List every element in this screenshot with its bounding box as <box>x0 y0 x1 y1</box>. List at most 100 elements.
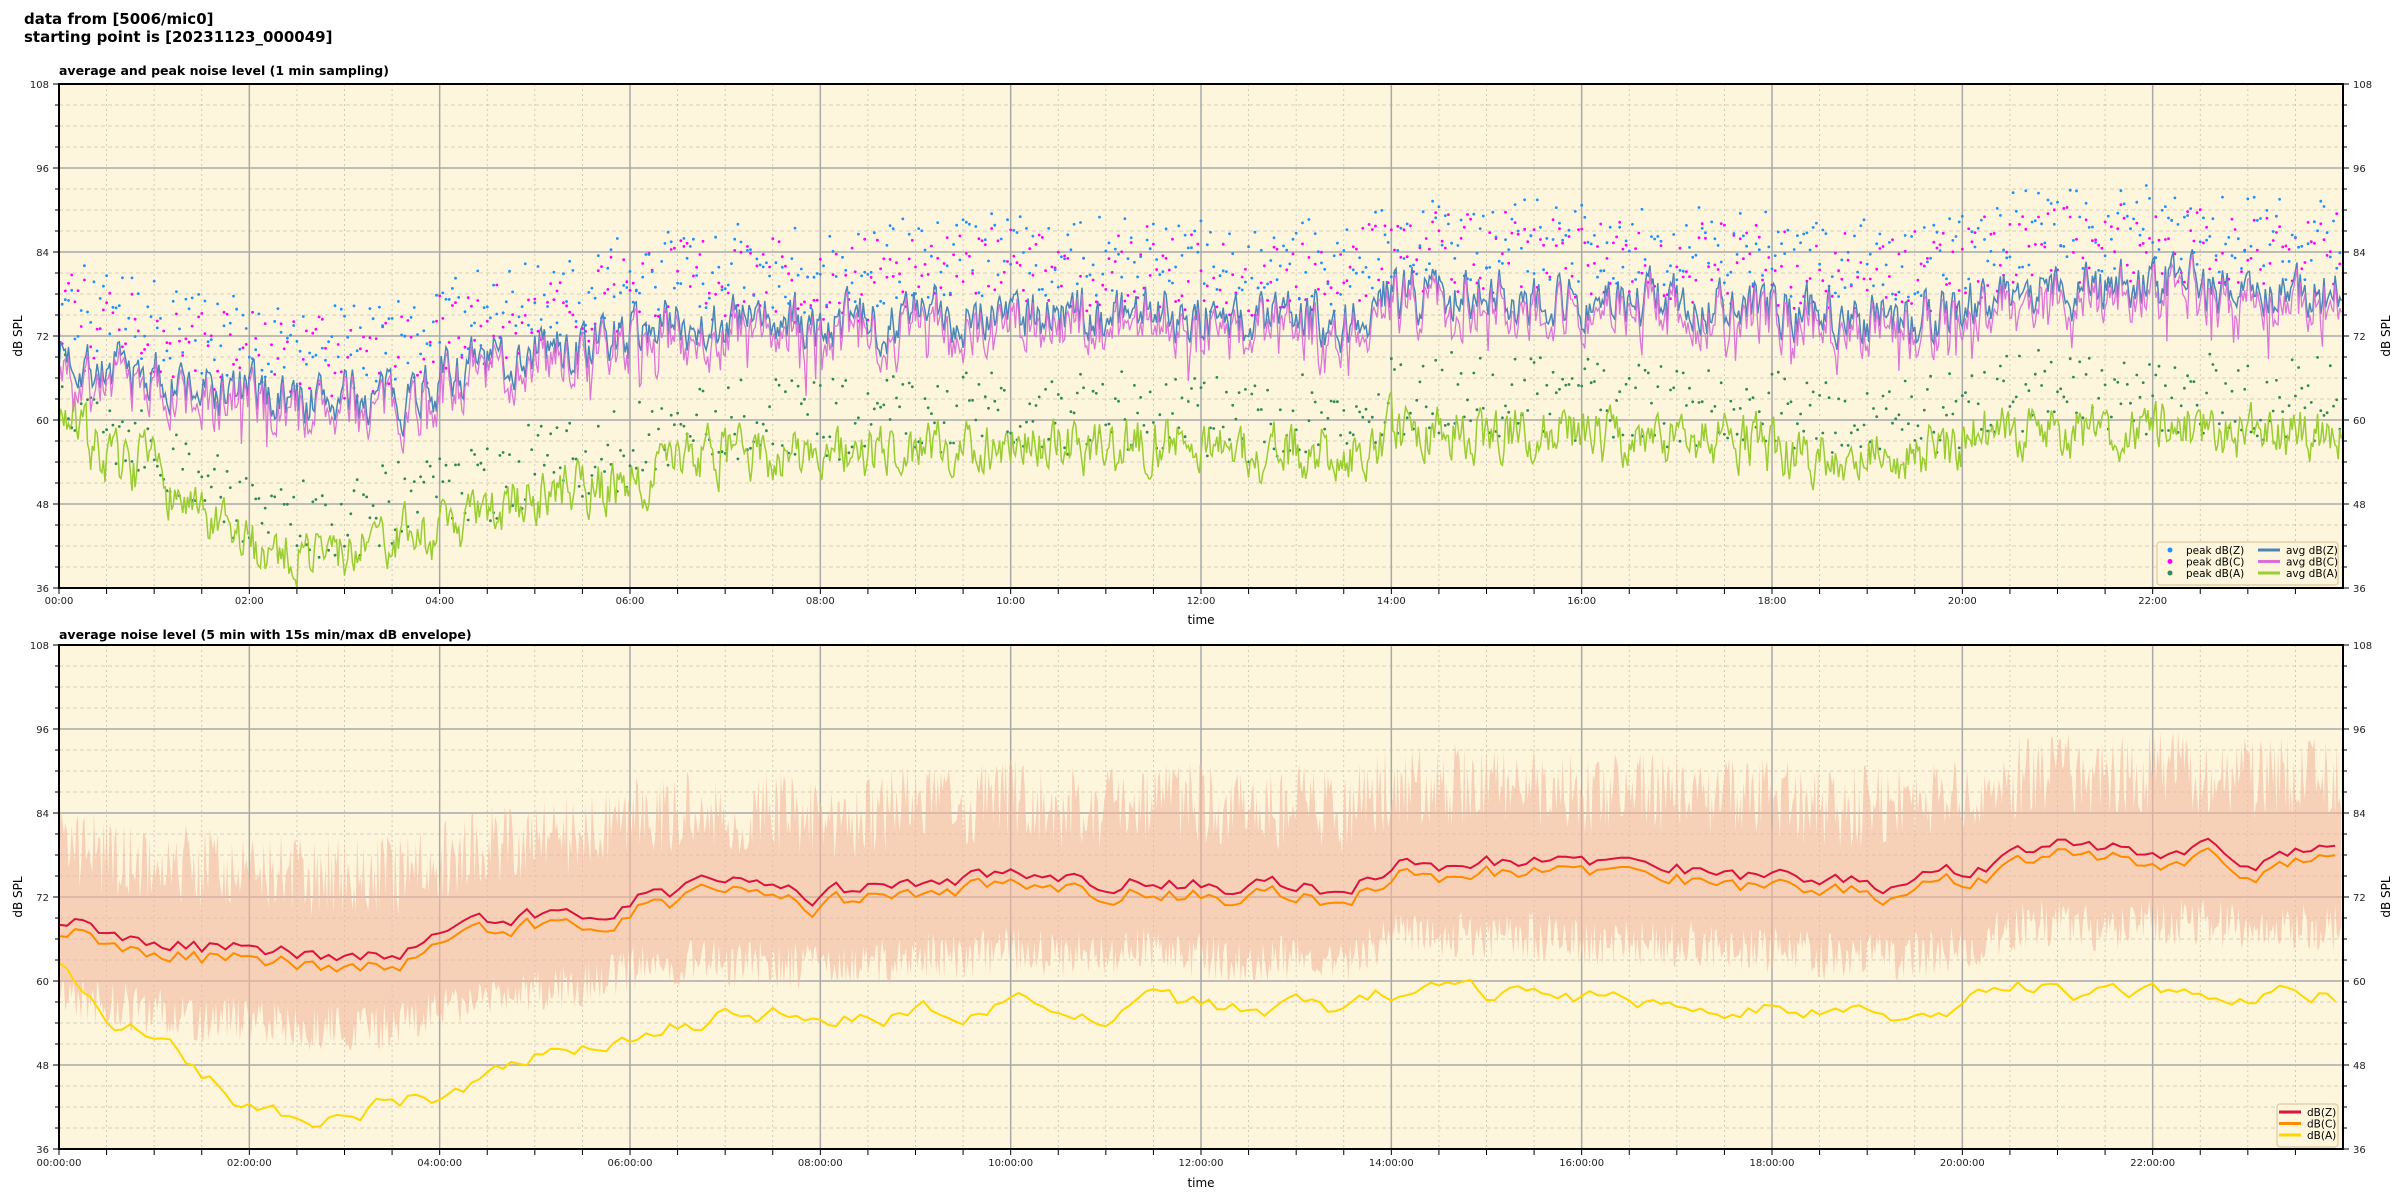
peak-point-peakdbc <box>533 297 537 301</box>
peak-point-peakdbc <box>844 273 848 277</box>
peak-point-peakdbz <box>359 326 362 329</box>
legend-marker-peakdba <box>2167 570 2173 576</box>
peak-point-peakdbz <box>1732 232 1736 235</box>
peak-point-peakdbc <box>441 317 445 320</box>
peak-point-peakdbz <box>1177 224 1181 228</box>
peak-point-peakdbz <box>631 300 635 304</box>
peak-point-peakdba <box>1031 420 1035 423</box>
peak-point-peakdbc <box>2335 212 2339 216</box>
peak-point-peakdba <box>1348 431 1352 435</box>
peak-point-peakdbc <box>89 345 93 349</box>
peak-point-peakdbz <box>1101 272 1105 276</box>
peak-point-peakdbz <box>1120 275 1124 279</box>
peak-point-peakdba <box>2100 369 2104 372</box>
peak-point-peakdbz <box>1881 283 1885 287</box>
peak-point-peakdba <box>1332 400 1336 404</box>
peak-point-peakdbz <box>853 300 857 303</box>
peak-point-peakdbc <box>282 347 286 351</box>
peak-point-peakdbc <box>409 335 413 339</box>
peak-point-peakdbc <box>1922 264 1926 268</box>
peak-point-peakdbc <box>2236 281 2240 284</box>
peak-point-peakdbc <box>774 310 778 313</box>
peak-point-peakdbc <box>920 274 924 277</box>
peak-point-peakdbc <box>1164 256 1168 260</box>
peak-point-peakdbc <box>1919 262 1923 266</box>
peak-point-peakdbc <box>2259 268 2262 271</box>
peak-point-peakdba <box>936 384 940 388</box>
y-tick-label-left: 72 <box>36 893 49 904</box>
peak-point-peakdbz <box>1735 253 1739 256</box>
peak-point-peakdbz <box>133 335 137 338</box>
peak-point-peakdbc <box>1101 283 1105 287</box>
peak-point-peakdbc <box>336 343 340 346</box>
peak-point-peakdbz <box>86 310 89 314</box>
peak-point-peakdbz <box>936 221 940 225</box>
peak-point-peakdba <box>660 407 664 410</box>
peak-point-peakdbz <box>1158 273 1162 276</box>
peak-point-peakdba <box>1462 415 1466 419</box>
peak-point-peakdba <box>374 516 378 520</box>
peak-point-peakdba <box>1894 417 1898 421</box>
peak-point-peakdbc <box>1183 308 1187 311</box>
peak-point-peakdbc <box>2300 267 2304 271</box>
peak-point-peakdbz <box>1047 227 1051 230</box>
peak-point-peakdbc <box>1700 222 1704 226</box>
peak-point-peakdbz <box>1164 227 1168 231</box>
peak-point-peakdbc <box>1129 241 1133 244</box>
peak-point-peakdbz <box>679 282 683 285</box>
peak-point-peakdbz <box>818 272 822 276</box>
peak-point-peakdbz <box>539 318 543 321</box>
peak-point-peakdba <box>1599 408 1603 412</box>
peak-point-peakdbc <box>796 307 800 311</box>
peak-point-peakdbc <box>790 278 794 282</box>
peak-point-peakdba <box>1799 412 1802 416</box>
peak-point-peakdbz <box>1761 274 1764 277</box>
x-tick-label: 10:00:00 <box>988 1158 1033 1169</box>
peak-point-peakdbz <box>2116 211 2120 215</box>
peak-point-peakdbz <box>860 274 863 278</box>
peak-point-peakdbc <box>1456 290 1460 293</box>
peak-point-peakdba <box>692 439 695 442</box>
peak-point-peakdba <box>1926 388 1929 391</box>
peak-point-peakdba <box>942 421 946 424</box>
peak-point-peakdbz <box>2338 251 2342 255</box>
peak-point-peakdba <box>473 453 476 456</box>
peak-point-peakdbz <box>155 326 159 330</box>
peak-point-peakdbc <box>1583 241 1587 245</box>
peak-point-peakdbc <box>2129 279 2132 283</box>
peak-point-peakdbc <box>1041 236 1044 239</box>
peak-point-peakdbc <box>1615 235 1618 239</box>
peak-point-peakdbc <box>1596 245 1599 248</box>
peak-point-peakdbc <box>384 321 388 325</box>
peak-point-peakdbc <box>422 357 426 361</box>
peak-point-peakdbz <box>441 291 445 295</box>
peak-point-peakdbz <box>2024 189 2028 193</box>
peak-point-peakdbz <box>1075 282 1079 286</box>
peak-point-peakdbz <box>1231 252 1235 256</box>
peak-point-peakdbz <box>1082 256 1085 260</box>
peak-point-peakdba <box>577 484 581 488</box>
peak-point-peakdba <box>1818 394 1821 397</box>
peak-point-peakdbz <box>2122 202 2126 206</box>
peak-point-peakdbz <box>1025 227 1028 230</box>
peak-point-peakdba <box>676 411 679 415</box>
peak-point-peakdbz <box>1272 236 1276 240</box>
peak-point-peakdba <box>1957 446 1961 450</box>
peak-point-peakdbc <box>1263 264 1266 268</box>
peak-point-peakdba <box>1006 430 1009 434</box>
peak-point-peakdbz <box>2275 214 2278 218</box>
peak-point-peakdbz <box>2290 233 2294 237</box>
y-tick-label-right: 108 <box>2353 80 2372 91</box>
peak-point-peakdbz <box>1494 235 1498 239</box>
x-tick-label: 14:00 <box>1377 596 1406 607</box>
peak-point-peakdba <box>435 495 438 499</box>
y-tick-label-left: 84 <box>36 248 49 259</box>
peak-point-peakdbz <box>1161 270 1165 274</box>
peak-point-peakdbz <box>720 288 724 292</box>
peak-point-peakdbz <box>374 379 378 383</box>
peak-point-peakdbz <box>942 293 946 297</box>
peak-point-peakdbc <box>974 291 978 295</box>
peak-point-peakdba <box>1037 395 1041 399</box>
peak-point-peakdbc <box>1380 267 1384 271</box>
peak-point-peakdba <box>555 426 559 429</box>
